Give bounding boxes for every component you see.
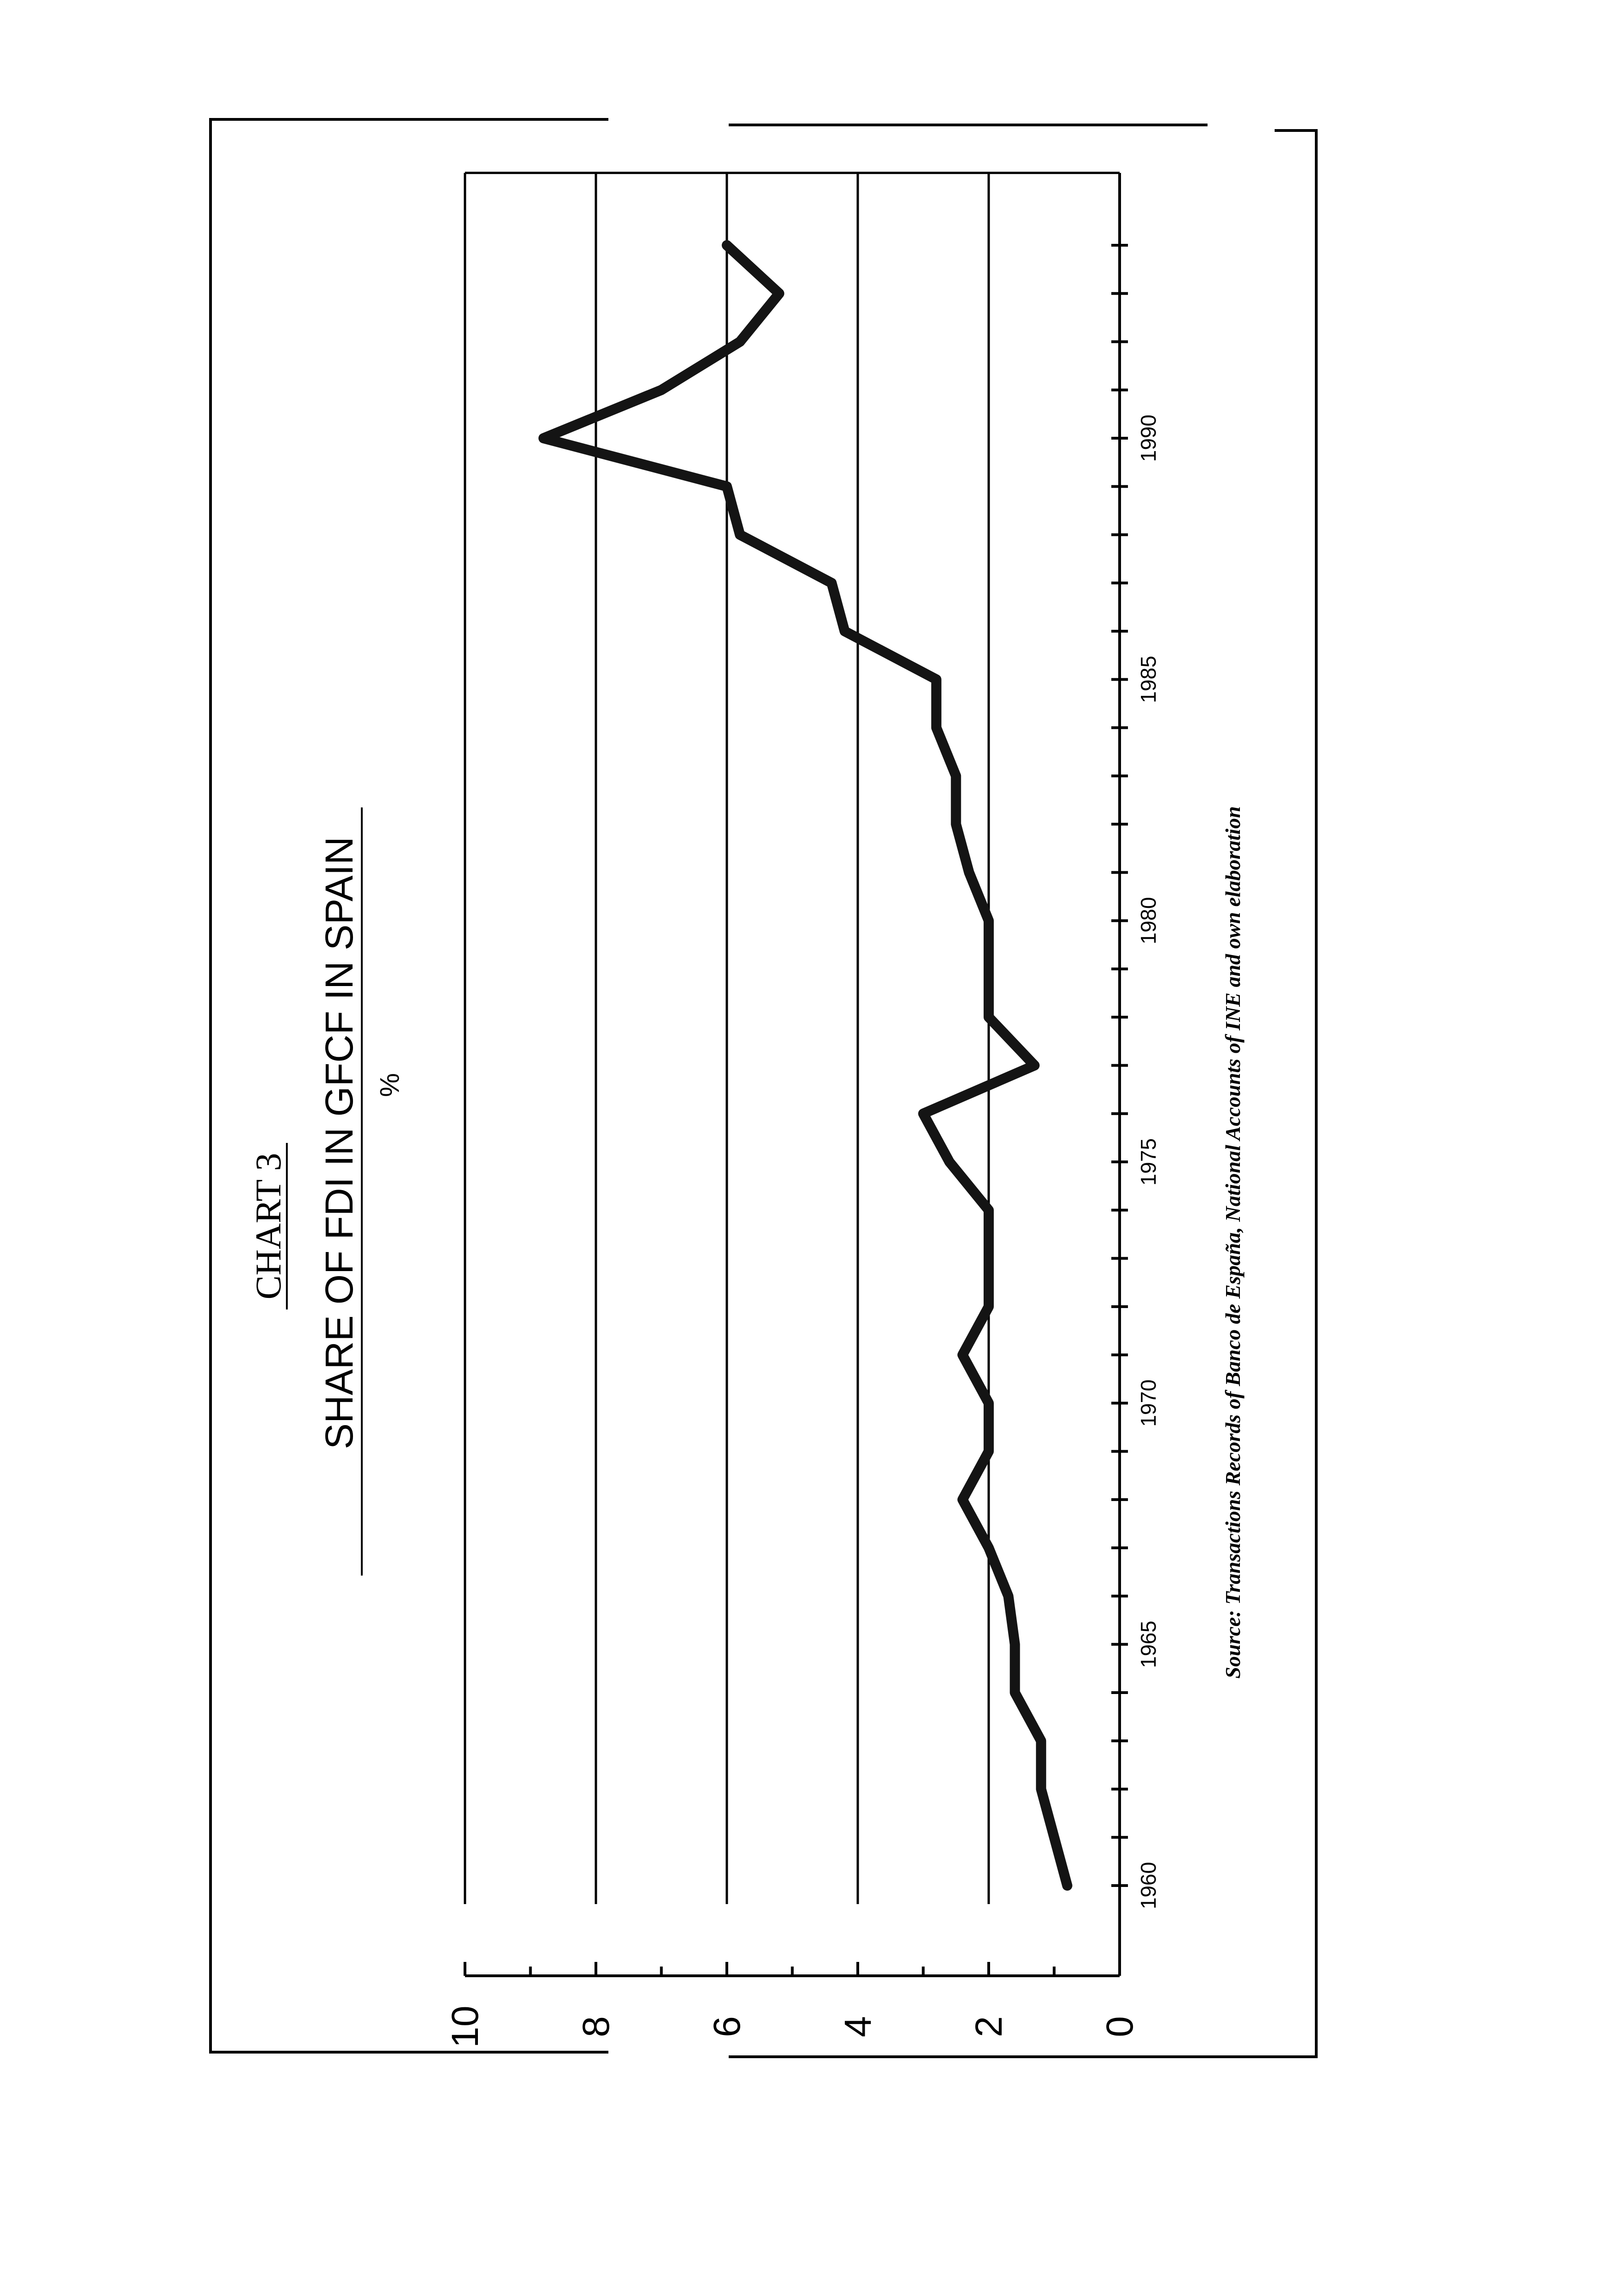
value-tick-label: 0 — [1099, 2016, 1141, 2037]
data-point — [1040, 1788, 1042, 1790]
data-point — [988, 1450, 990, 1452]
data-point — [961, 1498, 964, 1501]
data-point — [1014, 1691, 1016, 1694]
data-point — [968, 871, 970, 874]
value-tick-label: 8 — [575, 2016, 617, 2037]
year-tick-label: 1965 — [1136, 1621, 1160, 1668]
data-point — [988, 1402, 990, 1404]
data-point — [660, 389, 663, 391]
data-point — [1066, 1885, 1068, 1886]
data-series — [538, 240, 1072, 1891]
chart-frame — [209, 118, 1318, 2058]
data-point — [542, 437, 545, 440]
data-point — [1007, 1595, 1010, 1597]
chart-unit-label: % — [375, 1073, 405, 1097]
year-tick-label: 1975 — [1136, 1138, 1160, 1185]
year-tick-label: 1980 — [1136, 897, 1160, 944]
data-point — [843, 630, 846, 633]
data-point — [988, 919, 990, 922]
year-tick-label: 1960 — [1136, 1862, 1160, 1909]
value-tick-label: 2 — [968, 2016, 1010, 2037]
value-tick-label: 10 — [444, 2005, 486, 2048]
data-point — [1053, 1836, 1055, 1838]
data-point — [935, 678, 937, 681]
data-point — [988, 968, 990, 970]
data-point — [1034, 1064, 1036, 1067]
data-point — [988, 1547, 990, 1549]
data-point — [739, 534, 741, 536]
data-point — [948, 1161, 951, 1163]
data-point — [988, 1209, 990, 1211]
chart-title: CHART 3 — [248, 1153, 288, 1300]
value-tick-label: 4 — [837, 2016, 879, 2037]
data-point — [778, 292, 781, 295]
data-point — [955, 775, 957, 777]
data-point — [988, 1257, 990, 1260]
chart-subtitle: SHARE OF FDI IN GFCF IN SPAIN — [317, 837, 361, 1449]
y-axis-ticks: 0 2 4 6 8 10 — [444, 1962, 1141, 2048]
data-point — [739, 341, 741, 343]
data-point — [935, 726, 937, 729]
data-point — [726, 485, 728, 488]
year-tick-label: 1990 — [1136, 415, 1160, 462]
data-point — [988, 1016, 990, 1018]
data-point — [961, 1354, 964, 1356]
data-point — [988, 1305, 990, 1308]
year-tick-label: 1970 — [1136, 1379, 1160, 1427]
data-point — [922, 1112, 924, 1115]
data-point — [1040, 1740, 1042, 1742]
gridlines — [464, 173, 990, 1904]
data-point — [955, 823, 957, 825]
data-point — [726, 244, 728, 246]
source-note: Source: Transactions Records of Banco de… — [1221, 806, 1245, 1678]
year-tick-label: 1985 — [1136, 656, 1160, 703]
frame-left-bracket — [209, 118, 608, 2054]
frame-right-bracket-upper — [729, 129, 1318, 2058]
data-point — [1014, 1643, 1016, 1645]
x-axis-ticks: 1960 1965 1970 1975 1980 1985 1990 — [1111, 244, 1160, 1909]
data-point — [830, 582, 833, 584]
value-tick-label: 6 — [706, 2016, 748, 2037]
titles: CHART 3 SHARE OF FDI IN GFCF IN SPAIN % — [248, 807, 405, 1576]
